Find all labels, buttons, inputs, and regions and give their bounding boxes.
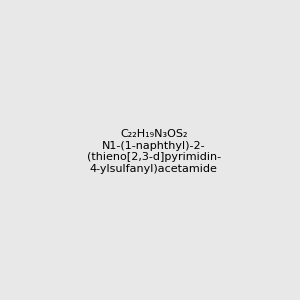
Text: C₂₂H₁₉N₃OS₂
N1-(1-naphthyl)-2-
(thieno[2,3-d]pyrimidin-
4-ylsulfanyl)acetamide: C₂₂H₁₉N₃OS₂ N1-(1-naphthyl)-2- (thieno[2… — [87, 129, 221, 174]
